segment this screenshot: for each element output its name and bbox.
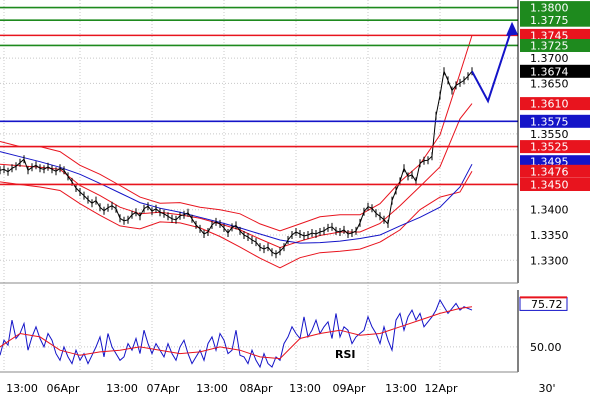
axes: 1.3700 1.3650 1.3550 1.3400 1.3350 1.3300 50.0…: [0, 0, 569, 395]
level-badge-1: 1.3775: [530, 14, 569, 27]
value-badge-0: 1.3674: [530, 65, 569, 78]
rsi-line: [0, 298, 473, 369]
x-tick-label: 13:00: [6, 382, 38, 395]
forecast-arrow-head: [506, 21, 518, 36]
level-badge-6: 1.3450: [530, 179, 569, 192]
x-tick-label: 30': [538, 382, 555, 395]
level-badge-1-bg: [520, 13, 590, 27]
rsi-panel: RSI: [0, 298, 473, 369]
bollinger-bands: [0, 35, 473, 269]
x-tick-label: 13:00: [289, 382, 321, 395]
level-badge-0-bg: [520, 1, 590, 15]
x-tick-label: 13:00: [196, 382, 228, 395]
y-tick-label: 1.3400: [530, 204, 569, 217]
x-tick-label: 09Apr: [332, 382, 366, 395]
x-tick-label: 06Apr: [46, 382, 80, 395]
x-tick-label: 12Apr: [424, 382, 458, 395]
y-tick-label: 1.3300: [530, 254, 569, 267]
rsi-y-tick-label: 50.00: [530, 341, 562, 354]
level-badge-6-bg: [520, 178, 590, 191]
value-badge-1-bg: [520, 97, 590, 111]
level-badge-0: 1.3800: [530, 2, 569, 15]
level-badge-3: 1.3725: [530, 40, 569, 53]
level-badge-4: 1.3575: [530, 115, 569, 128]
price-bars: [0, 67, 473, 259]
rsi-label: RSI: [335, 348, 356, 361]
grid: [0, 0, 518, 372]
x-tick-label: 13:00: [106, 382, 138, 395]
value-badge-3: 1.3476: [530, 165, 569, 178]
x-tick-label: 13:00: [385, 382, 417, 395]
support-resistance-levels: [0, 6, 518, 186]
y-tick-label: 1.3350: [530, 229, 569, 242]
level-badge-5-bg: [520, 140, 590, 154]
y-tick-label: 1.3550: [530, 128, 569, 141]
level-badge-3-bg: [520, 39, 590, 52]
x-tick-label: 07Apr: [146, 382, 180, 395]
level-badge-2-bg: [520, 28, 590, 42]
level-badge-4-bg: [520, 114, 590, 128]
x-tick-label: 08Apr: [239, 382, 273, 395]
band-line-4: [0, 171, 473, 269]
forecast-arrow-line: [471, 27, 513, 104]
rsi-signal-line: [0, 306, 473, 360]
y-tick-label: 1.3650: [530, 77, 569, 90]
level-badge-5: 1.3525: [530, 141, 569, 154]
value-badge-1: 1.3610: [530, 98, 569, 111]
value-badge-3-bg: [520, 164, 590, 178]
y-tick-label: 1.3700: [530, 52, 569, 65]
value-badge-0-bg: [520, 64, 590, 78]
rsi-value-badge: 75.72: [531, 298, 563, 311]
band-line-2: [0, 35, 473, 232]
price-badges: 1.38001.37751.37451.37251.35751.35251.34…: [519, 1, 590, 311]
forecast-arrow: [471, 21, 518, 104]
